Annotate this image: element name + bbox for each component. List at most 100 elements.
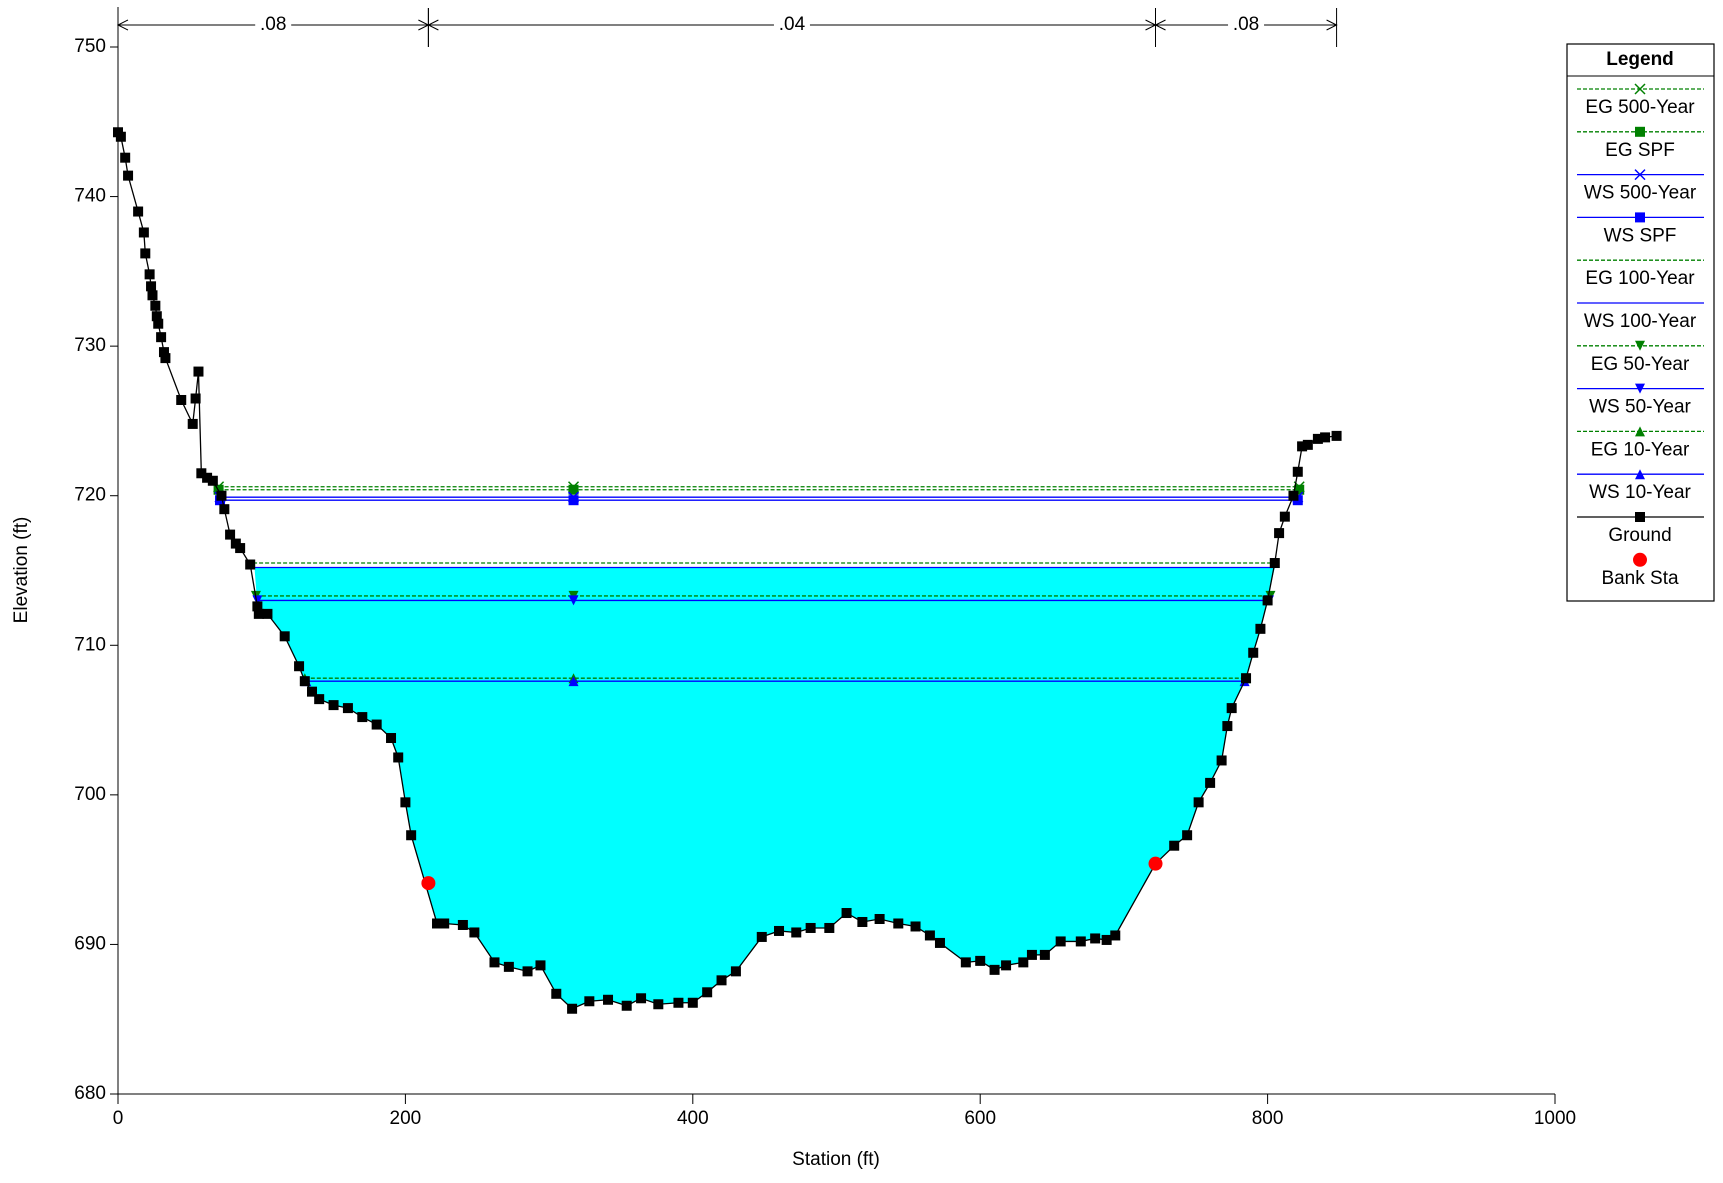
marker: [158, 347, 169, 358]
marker: [702, 987, 713, 998]
marker: [1075, 936, 1086, 947]
marker: [975, 955, 986, 966]
n-label-bg: [1228, 14, 1265, 36]
y-axis-label: Elevation (ft): [11, 517, 32, 624]
marker: [187, 418, 198, 429]
marker: [687, 997, 698, 1008]
marker: [196, 468, 207, 479]
marker: [1635, 126, 1645, 137]
marker: [314, 694, 325, 705]
marker: [160, 353, 171, 364]
marker: [1635, 469, 1645, 480]
marker: [176, 394, 187, 405]
marker: [673, 997, 684, 1008]
marker: [306, 686, 317, 697]
marker: [568, 484, 579, 495]
marker: [115, 131, 126, 142]
marker: [522, 966, 533, 977]
marker: [1026, 949, 1037, 960]
n-label: .08: [260, 14, 286, 35]
water-fill: [254, 567, 1275, 1009]
marker: [123, 170, 134, 181]
marker: [989, 964, 1000, 975]
x-tick-label: 600: [964, 1108, 996, 1129]
legend-label: WS SPF: [1604, 225, 1677, 246]
marker: [328, 700, 339, 711]
marker: [1288, 490, 1299, 501]
marker: [874, 914, 885, 925]
marker: [133, 206, 144, 217]
marker: [252, 601, 263, 612]
marker: [1193, 797, 1204, 808]
marker: [621, 1000, 632, 1011]
marker: [400, 797, 411, 808]
legend-label: WS 500-Year: [1584, 183, 1697, 204]
marker: [1241, 673, 1252, 684]
marker: [841, 908, 852, 919]
marker: [146, 281, 157, 292]
marker: [219, 504, 230, 515]
n-label: .04: [779, 14, 806, 35]
marker: [1039, 949, 1050, 960]
marker: [151, 311, 162, 322]
marker: [299, 676, 310, 687]
marker: [1312, 433, 1323, 444]
y-tick-label: 710: [74, 634, 106, 655]
x-tick-label: 800: [1252, 1108, 1284, 1129]
marker: [756, 931, 767, 942]
marker: [120, 152, 131, 163]
n-label: .08: [1233, 14, 1259, 35]
marker: [1634, 83, 1646, 95]
marker: [342, 703, 353, 714]
x-tick-label: 200: [390, 1108, 422, 1129]
marker: [1331, 430, 1342, 441]
marker: [567, 1003, 578, 1014]
legend-label: EG 10-Year: [1591, 439, 1690, 460]
marker: [716, 975, 727, 986]
marker: [1297, 441, 1308, 452]
marker: [1182, 830, 1193, 841]
marker: [503, 961, 514, 972]
legend-label: EG 100-Year: [1585, 268, 1695, 289]
marker: [1635, 212, 1645, 223]
legend-box: [1566, 43, 1715, 602]
marker: [439, 918, 450, 929]
marker: [893, 918, 904, 929]
marker: [225, 529, 236, 540]
marker: [1018, 957, 1029, 968]
marker: [653, 999, 664, 1010]
marker: [568, 595, 579, 606]
marker: [1302, 439, 1313, 450]
marker: [235, 543, 246, 554]
marker: [252, 595, 263, 606]
x-tick-label: 400: [677, 1108, 709, 1129]
marker: [774, 925, 785, 936]
marker: [1216, 755, 1227, 766]
marker: [216, 490, 227, 501]
marker: [1248, 647, 1259, 658]
marker: [1294, 484, 1305, 495]
marker: [960, 957, 971, 968]
marker: [489, 957, 500, 968]
marker: [1269, 558, 1280, 569]
marker: [1090, 933, 1101, 944]
marker: [156, 332, 167, 343]
legend-title: Legend: [1606, 49, 1674, 70]
marker: [1001, 960, 1012, 971]
marker: [1148, 856, 1163, 871]
arrow-head: [1154, 19, 1338, 31]
legend-label: EG 500-Year: [1585, 97, 1695, 118]
x-axis-label: Station (ft): [792, 1149, 880, 1170]
marker: [857, 916, 868, 927]
marker: [253, 608, 264, 619]
marker: [1320, 432, 1331, 443]
legend-label: WS 50-Year: [1589, 397, 1691, 418]
y-tick-label: 700: [74, 784, 106, 805]
marker: [924, 930, 935, 941]
legend-label: WS 100-Year: [1584, 311, 1697, 332]
marker: [1222, 721, 1233, 732]
marker: [190, 393, 201, 404]
marker: [1110, 930, 1121, 941]
marker: [1055, 936, 1066, 947]
